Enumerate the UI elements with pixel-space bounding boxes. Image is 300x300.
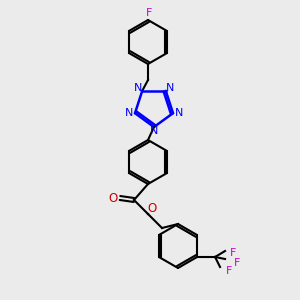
Text: F: F [226, 266, 232, 276]
Text: N: N [125, 108, 133, 118]
Text: O: O [147, 202, 157, 215]
Text: F: F [230, 248, 236, 258]
Text: F: F [234, 258, 240, 268]
Text: F: F [146, 8, 152, 18]
Text: N: N [166, 83, 174, 93]
Text: O: O [108, 191, 118, 205]
Text: N: N [134, 83, 142, 93]
Text: N: N [175, 108, 183, 118]
Text: N: N [150, 126, 158, 136]
